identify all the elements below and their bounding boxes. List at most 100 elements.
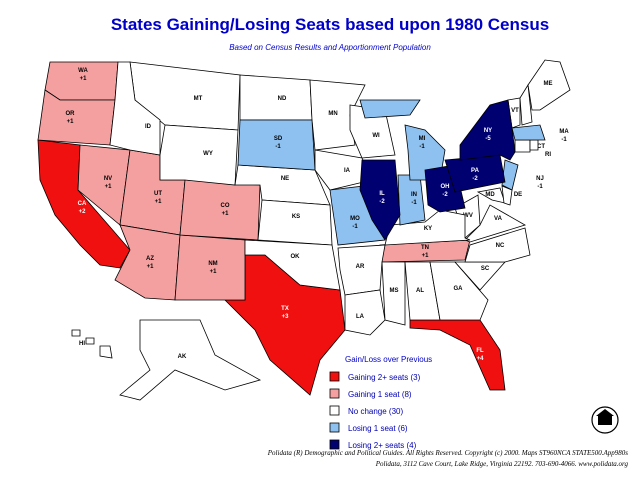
state-label: SC bbox=[481, 266, 490, 272]
state-label: MS bbox=[390, 288, 399, 294]
state-label: MT bbox=[194, 96, 203, 102]
state bbox=[511, 124, 546, 141]
state-label: MO bbox=[350, 216, 360, 222]
legend-swatch bbox=[329, 439, 340, 450]
state-label: VT bbox=[511, 108, 519, 114]
legend-label: Gaining 2+ seats (3) bbox=[348, 373, 421, 382]
state-label: MN bbox=[328, 111, 337, 117]
state-label: AK bbox=[178, 354, 187, 360]
state-change: +2 bbox=[79, 209, 87, 215]
state-label: AR bbox=[356, 264, 365, 270]
state-label: ND bbox=[278, 96, 287, 102]
state bbox=[71, 329, 113, 359]
legend-label: No change (30) bbox=[348, 407, 403, 416]
state-change: -2 bbox=[379, 199, 385, 205]
state bbox=[381, 261, 406, 326]
footer-line: Polidata, 3112 Cave Court, Lake Ridge, V… bbox=[375, 460, 629, 468]
state bbox=[464, 227, 531, 263]
state-label: NE bbox=[281, 176, 289, 182]
legend: Gain/Loss over Previous Gaining 2+ seats… bbox=[329, 355, 432, 450]
state-change: +1 bbox=[105, 184, 113, 190]
state bbox=[429, 261, 489, 321]
state-label: MD bbox=[485, 192, 495, 198]
state-change: +1 bbox=[210, 269, 218, 275]
title: States Gaining/Losing Seats based upon 1… bbox=[111, 15, 549, 34]
state-change: -5 bbox=[485, 136, 491, 142]
state-change: +1 bbox=[422, 253, 430, 259]
state bbox=[174, 234, 246, 301]
state-change: -1 bbox=[419, 144, 425, 150]
states: CA +2 TX +3 FL +4 WA +1 OR +1 NV +1 UT +1 AZ +1 NM +1 CO +1… bbox=[37, 59, 571, 401]
state bbox=[529, 139, 539, 151]
state-label: UT bbox=[154, 191, 162, 197]
state-change: -1 bbox=[275, 144, 281, 150]
state-change: -1 bbox=[411, 200, 417, 206]
state-label: NC bbox=[496, 243, 505, 249]
state-label: AL bbox=[416, 288, 424, 294]
state-label: IL bbox=[379, 191, 385, 197]
state bbox=[119, 319, 262, 401]
legend-swatch bbox=[329, 371, 340, 382]
seal bbox=[591, 406, 619, 434]
state bbox=[527, 59, 571, 111]
state-label: WV bbox=[463, 213, 473, 219]
state bbox=[257, 199, 333, 246]
footer-line: Polidata (R) Demographic and Political G… bbox=[267, 449, 628, 457]
state-change: +1 bbox=[67, 119, 75, 125]
state-label: IN bbox=[411, 192, 417, 198]
state-change: +1 bbox=[147, 264, 155, 270]
state-label: FL bbox=[476, 348, 484, 354]
state-label: IA bbox=[344, 168, 351, 174]
state-change: -1 bbox=[561, 137, 567, 143]
state-change: +1 bbox=[80, 76, 88, 82]
state-label: DE bbox=[514, 192, 522, 198]
state-label: OK bbox=[291, 254, 301, 260]
state-label: NV bbox=[104, 176, 112, 182]
state bbox=[384, 209, 471, 246]
state-change: +1 bbox=[222, 211, 230, 217]
state-label: VA bbox=[494, 216, 503, 222]
state-label: ID bbox=[145, 124, 152, 130]
state-label: ME bbox=[544, 81, 553, 87]
state bbox=[337, 244, 386, 296]
state-label: HI bbox=[79, 341, 85, 347]
legend-swatch bbox=[329, 422, 340, 433]
state-label: NJ bbox=[536, 176, 544, 182]
legend-label: Losing 1 seat (6) bbox=[348, 424, 408, 433]
state-label: WA bbox=[78, 68, 88, 74]
state bbox=[359, 159, 401, 241]
state bbox=[409, 319, 506, 391]
state bbox=[501, 159, 519, 191]
state bbox=[159, 124, 239, 186]
state-label: MI bbox=[419, 136, 426, 142]
state-label: KY bbox=[424, 226, 432, 232]
state-label: MA bbox=[559, 129, 569, 135]
state-label: NY bbox=[484, 128, 492, 134]
state-change: +1 bbox=[155, 199, 163, 205]
state bbox=[239, 74, 313, 121]
legend-title: Gain/Loss over Previous bbox=[345, 355, 432, 364]
state-change: -2 bbox=[472, 176, 478, 182]
state bbox=[459, 99, 516, 161]
state-label: KS bbox=[292, 214, 300, 220]
state-label: TN bbox=[421, 245, 429, 251]
state-change: -1 bbox=[537, 184, 543, 190]
state-label: NM bbox=[208, 261, 217, 267]
state-label: SD bbox=[274, 136, 283, 142]
state-label: LA bbox=[356, 314, 365, 320]
subtitle: Based on Census Results and Apportionmen… bbox=[229, 43, 431, 52]
state-label: CO bbox=[221, 203, 230, 209]
state-label: AZ bbox=[146, 256, 154, 262]
state-change: +3 bbox=[282, 314, 290, 320]
legend-label: Losing 2+ seats (4) bbox=[348, 441, 417, 450]
state-label: WY bbox=[203, 151, 213, 157]
state-change: -1 bbox=[352, 224, 358, 230]
state-label: PA bbox=[471, 168, 480, 174]
state-label: RI bbox=[545, 152, 551, 158]
state-label: CA bbox=[78, 201, 87, 207]
legend-swatch bbox=[329, 388, 340, 399]
state-label: GA bbox=[454, 286, 464, 292]
state bbox=[237, 119, 316, 171]
state bbox=[114, 224, 181, 301]
